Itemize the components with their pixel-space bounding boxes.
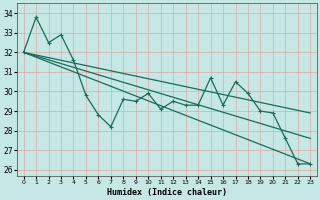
X-axis label: Humidex (Indice chaleur): Humidex (Indice chaleur): [107, 188, 227, 197]
